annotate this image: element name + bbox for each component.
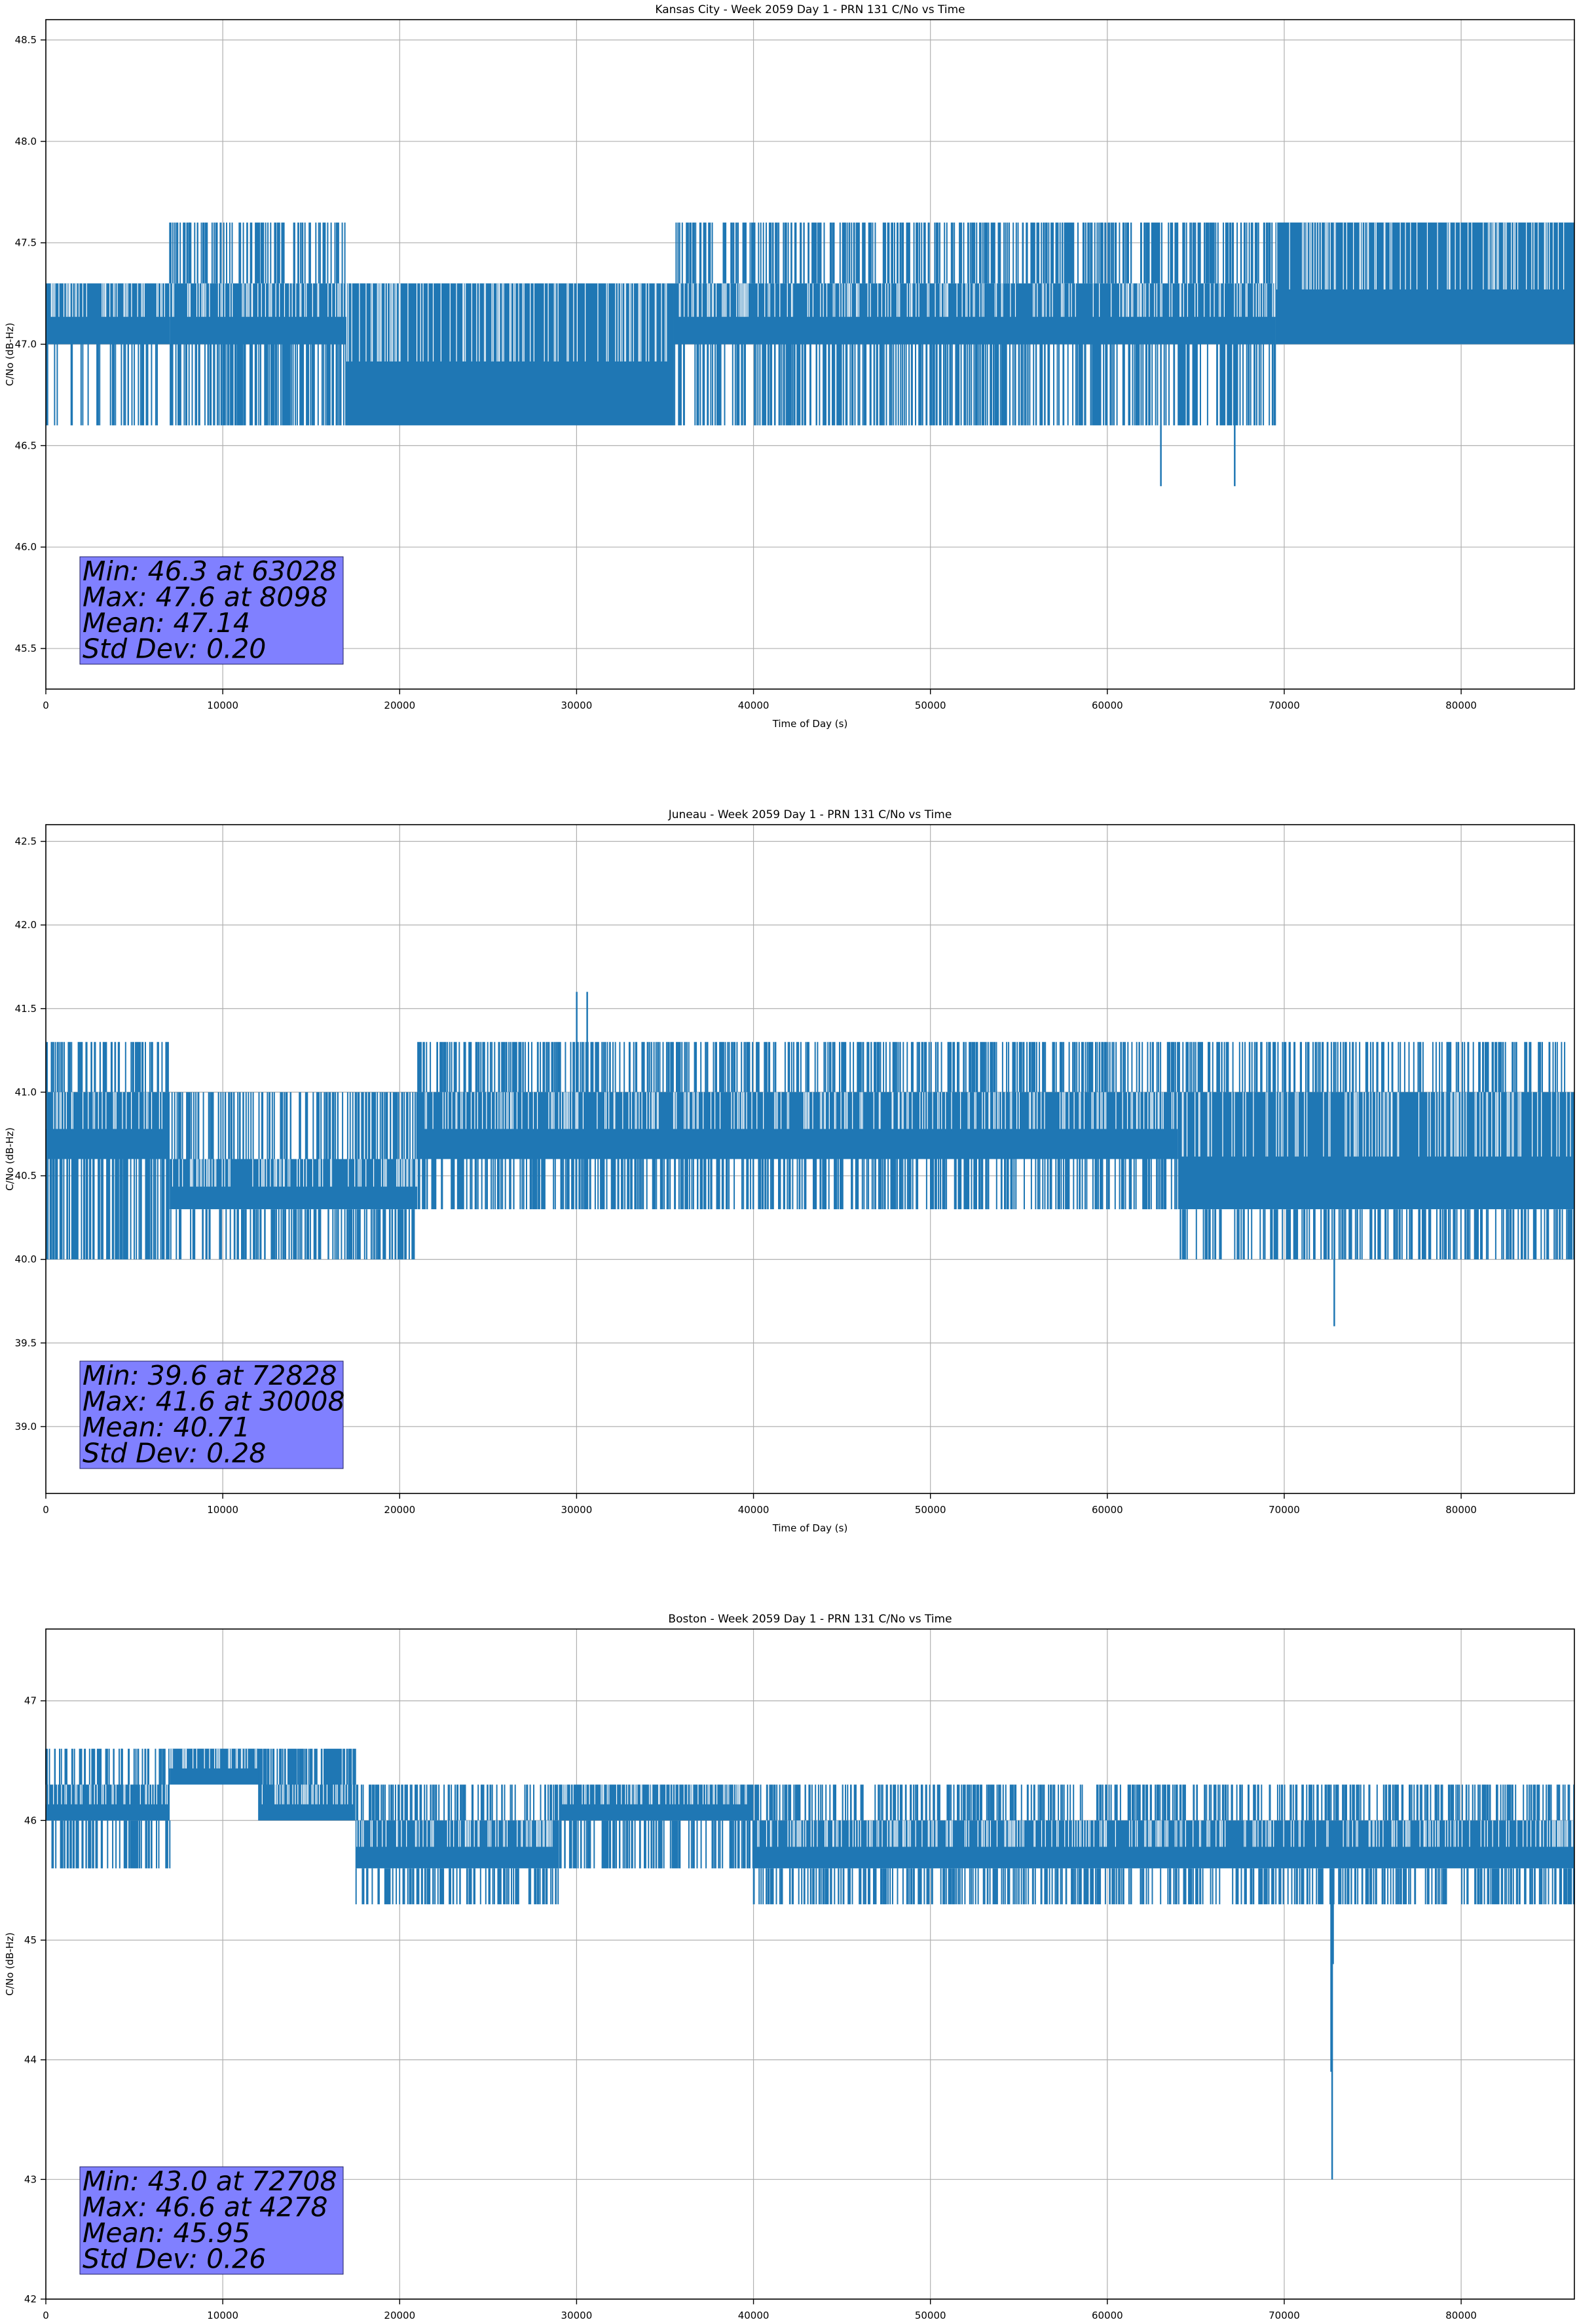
stats-std: Std Dev: 0.28 [83, 1438, 266, 1469]
x-tick-label: 50000 [915, 2310, 946, 2321]
x-tick-label: 80000 [1445, 1504, 1477, 1516]
x-tick-label: 80000 [1445, 700, 1477, 711]
stats-mean: Mean: 47.14 [83, 607, 250, 639]
stats-mean: Mean: 40.71 [83, 1412, 250, 1443]
y-tick-label: 42.5 [15, 836, 37, 848]
y-tick-label: 42.0 [15, 919, 37, 931]
x-tick-label: 10000 [207, 1504, 238, 1516]
stats-box [79, 2166, 344, 2275]
stats-min: Min: 43.0 at 72708 [83, 2165, 337, 2197]
x-tick-label: 20000 [384, 2310, 415, 2321]
x-tick-label: 30000 [561, 700, 593, 711]
y-tick-label: 48.5 [15, 34, 37, 46]
x-tick-label: 10000 [207, 2310, 238, 2321]
stats-box [79, 1360, 344, 1469]
y-tick-label: 40.0 [15, 1254, 37, 1265]
x-tick-label: 60000 [1092, 700, 1123, 711]
stats-std: Std Dev: 0.20 [83, 633, 266, 665]
series-band [753, 1820, 1574, 1869]
y-tick-label: 39.0 [15, 1421, 37, 1433]
y-tick-label: 41.0 [15, 1086, 37, 1098]
x-tick-label: 0 [43, 1504, 49, 1516]
x-tick-label: 30000 [561, 1504, 593, 1516]
chart-panel-1: 0 10000 20000 30000 40000 50000 60000 70000 8000… [4, 3, 1575, 730]
chart-title: Boston - Week 2059 Day 1 - PRN 131 C/No … [668, 1613, 952, 1626]
x-axis-label: Time of Day (s) [772, 1522, 848, 1534]
y-tick-label: 48.0 [15, 136, 37, 147]
y-tick-label: 46 [24, 1814, 37, 1826]
series-band [1275, 222, 1574, 345]
series-band [170, 1748, 259, 1785]
y-tick-label: 47.0 [15, 339, 37, 350]
y-tick-label: 40.5 [15, 1170, 37, 1182]
x-tick-label: 40000 [738, 2310, 770, 2321]
x-tick-label: 70000 [1269, 1504, 1300, 1516]
x-tick-label: 40000 [738, 700, 770, 711]
stats-min: Min: 46.3 at 63028 [83, 555, 337, 587]
series-band [346, 283, 674, 426]
x-tick-label: 20000 [384, 1504, 415, 1516]
y-tick-label: 45.5 [15, 643, 37, 654]
x-tick-label: 50000 [915, 1504, 946, 1516]
series-band [46, 1092, 170, 1159]
x-axis-label: Time of Day (s) [772, 718, 848, 730]
y-tick-label: 46.0 [15, 541, 37, 553]
stats-min: Min: 39.6 at 72828 [83, 1360, 337, 1391]
y-tick-label: 44 [24, 2054, 37, 2066]
stats-max: Max: 47.6 at 8098 [83, 582, 328, 613]
series-band [1178, 1092, 1574, 1210]
series-band [682, 1092, 1178, 1159]
x-tick-label: 60000 [1092, 2310, 1123, 2321]
stats-std: Std Dev: 0.26 [83, 2243, 266, 2275]
x-tick-label: 40000 [738, 1504, 770, 1516]
stats-max: Max: 41.6 at 30008 [83, 1386, 345, 1417]
stats-max: Max: 46.6 at 4278 [83, 2192, 328, 2223]
series-line [46, 222, 1276, 426]
x-tick-label: 70000 [1269, 700, 1300, 711]
x-tick-label: 70000 [1269, 2310, 1300, 2321]
y-tick-label: 47 [24, 1695, 37, 1707]
x-tick-label: 80000 [1445, 2310, 1477, 2321]
x-tick-label: 20000 [384, 700, 415, 711]
y-axis-label: C/No (dB-Hz) [4, 1127, 16, 1191]
series-band [417, 1092, 683, 1159]
stats-box [79, 556, 344, 665]
y-tick-label: 39.5 [15, 1337, 37, 1349]
x-tick-label: 10000 [207, 700, 238, 711]
series-band [170, 1159, 418, 1210]
x-tick-label: 60000 [1092, 1504, 1123, 1516]
chart-panel-2: 0 10000 20000 30000 40000 50000 60000 70000 8000… [4, 808, 1575, 1534]
chart-title: Juneau - Week 2059 Day 1 - PRN 131 C/No … [668, 808, 952, 821]
y-tick-label: 45 [24, 1934, 37, 1946]
x-tick-label: 0 [43, 700, 49, 711]
series-band [355, 1820, 559, 1869]
x-tick-label: 50000 [915, 700, 946, 711]
x-tick-label: 0 [43, 2310, 49, 2321]
y-tick-label: 46.5 [15, 440, 37, 451]
y-axis-label: C/No (dB-Hz) [4, 323, 16, 386]
chart-title: Kansas City - Week 2059 Day 1 - PRN 131 … [655, 3, 965, 16]
y-axis-label: C/No (dB-Hz) [4, 1932, 16, 1996]
y-tick-label: 47.5 [15, 237, 37, 249]
series-band [559, 1784, 754, 1821]
axes-frame [45, 19, 1575, 690]
y-tick-label: 42 [24, 2293, 37, 2305]
y-tick-label: 41.5 [15, 1003, 37, 1015]
axes-frame [45, 824, 1575, 1494]
series-band [46, 1784, 170, 1821]
stats-mean: Mean: 45.95 [83, 2217, 250, 2249]
x-tick-label: 30000 [561, 2310, 593, 2321]
chart-panel-3: 0 10000 20000 30000 40000 50000 60000 70000 8000… [4, 1613, 1575, 2321]
series-band [46, 283, 170, 345]
y-tick-label: 43 [24, 2173, 37, 2185]
axes-frame [45, 1628, 1575, 2300]
